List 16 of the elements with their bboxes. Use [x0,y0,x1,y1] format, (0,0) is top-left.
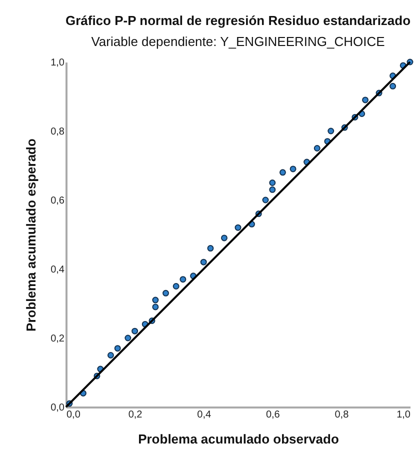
x-tick-label: 0,6 [266,410,280,420]
y-tick-label: 0,8 [50,126,65,138]
y-tick-label: 0,6 [50,196,65,206]
y-tick-label: 0,4 [50,264,65,276]
x-tick-label: 0,2 [128,410,143,420]
chart-title: Gráfico P-P normal de regresión Residuo estandarizado [65,13,411,28]
x-tick-label: 0,0 [66,410,81,420]
x-tick-label: 1,0 [396,410,411,420]
x-tick-label: 0,8 [334,410,350,420]
x-axis-title: Problema acumulado observado [138,432,339,446]
y-tick-label: 0,2 [50,334,65,344]
y-tick-label: 1,0 [50,58,65,68]
chart-subtitle: Variable dependiente: Y_ENGINEERING_CHOICE [91,34,386,49]
y-tick-label: 0,0 [50,402,65,414]
y-axis-title: Problema acumulado esperado [24,138,39,332]
x-tick-label: 0,4 [197,410,212,420]
